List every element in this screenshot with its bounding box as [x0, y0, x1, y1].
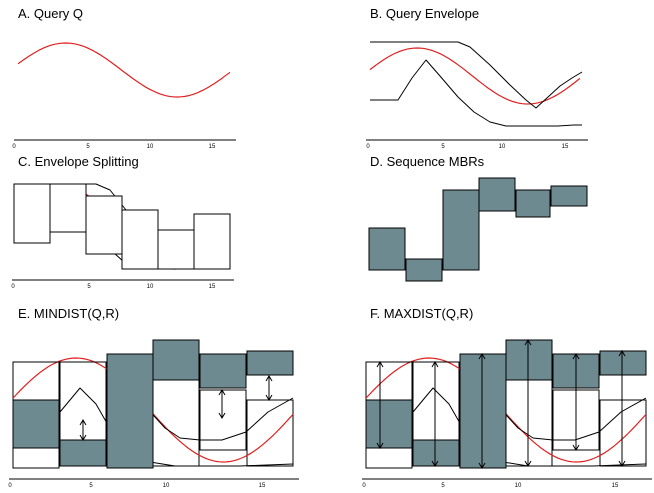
- panel-c-mbr-1: [13, 183, 51, 244]
- panel-f-sequence-mbr-6: [599, 350, 647, 376]
- panel-a-tick-15: 15: [209, 144, 216, 150]
- panel-f-maxdist-arrow-3-head-bottom: [478, 462, 486, 469]
- panel-f-maxdist-arrow-5-head-top: [572, 353, 580, 360]
- panel-e-sequence-mbr-5: [199, 353, 247, 389]
- panel-f-title: F. MAXDIST(Q,R): [370, 306, 474, 321]
- panel-e-sequence-mbr-6: [246, 350, 294, 376]
- panel-a-tick-0: 0: [12, 144, 16, 150]
- panel-b-tick-0: 0: [366, 144, 370, 150]
- panel-e-sequence-mbr-3: [106, 353, 154, 469]
- panel-c-mbr-3: [85, 195, 123, 255]
- panel-c-tick-0: 0: [11, 284, 15, 290]
- panel-e-sequence-mbr-2: [59, 439, 107, 467]
- panel-d-mbr-5: [515, 189, 551, 218]
- panel-c-tick-10: 10: [147, 284, 154, 290]
- panel-b-title: B. Query Envelope: [370, 6, 480, 21]
- panel-e-tick-10: 10: [163, 483, 170, 489]
- panel-f-maxdist-arrow-3-head-top: [478, 353, 486, 360]
- panel-f-query-box-5: [599, 399, 647, 467]
- panel-d-mbr-4: [478, 177, 516, 212]
- panel-f-maxdist-arrow-1-head-top: [376, 361, 384, 368]
- panel-f-tick-10: 10: [515, 483, 522, 489]
- panel-f-tick-15: 15: [612, 483, 619, 489]
- panel-f-sequence-mbr-2: [412, 439, 460, 467]
- panel-f-maxdist-arrow-2-head-bottom: [431, 460, 439, 467]
- panel-e-mindist-arrow-3-head-bottom: [265, 394, 273, 401]
- panel-c-mbr-5: [157, 229, 195, 270]
- panel-b-tick-10: 10: [499, 144, 506, 150]
- panel-c-tick-5: 5: [87, 284, 91, 290]
- panel-f-maxdist-arrow-4-head-top: [524, 339, 532, 346]
- panel-d-mbr-2: [405, 258, 443, 282]
- panel-e-mindist-arrow-2-head-bottom: [218, 412, 226, 419]
- panel-f-tick-5: 5: [441, 483, 445, 489]
- panel-e-query-box-5: [246, 399, 294, 467]
- panel-f-maxdist-arrow-6-head-top: [618, 350, 626, 357]
- panel-c-mbr-2: [49, 183, 87, 233]
- panel-e-sequence-mbr-4: [152, 339, 200, 381]
- panel-f-maxdist-arrow-4-head-bottom: [524, 460, 532, 467]
- panel-d-mbr-1: [368, 227, 406, 271]
- panel-f-tick-0: 0: [362, 483, 366, 489]
- panel-e-sequence-mbr-1: [12, 399, 60, 449]
- panel-a-query-curve: [17, 42, 231, 98]
- panel-f-sequence-mbr-1: [365, 399, 413, 449]
- panel-e-mindist-arrow-1-head-bottom: [79, 434, 87, 441]
- panel-b-query-curve: [369, 47, 581, 105]
- panel-e-mindist-arrow-2-head-top: [218, 389, 226, 396]
- panel-d-mbr-3: [442, 189, 480, 271]
- panel-b-upper-envelope: [370, 41, 583, 109]
- panel-a-tick-10: 10: [147, 144, 154, 150]
- panel-f-sequence-mbr-3: [459, 353, 507, 469]
- panel-a-title: A. Query Q: [18, 6, 84, 21]
- panel-f-maxdist-arrow-5-head-bottom: [572, 444, 580, 451]
- panel-d-title: D. Sequence MBRs: [370, 154, 485, 169]
- panel-e-mindist-arrow-3-head-top: [265, 375, 273, 382]
- panel-e-title: E. MINDIST(Q,R): [18, 306, 120, 321]
- panel-e-mindist-arrow-1-head-top: [79, 419, 87, 426]
- panel-a-tick-5: 5: [86, 144, 90, 150]
- panel-c-tick-15: 15: [209, 284, 216, 290]
- panel-e-query-box-4: [199, 389, 247, 451]
- panel-c-mbr-4: [121, 209, 159, 270]
- panel-f-maxdist-arrow-6-head-bottom: [618, 460, 626, 467]
- panel-e-tick-15: 15: [259, 483, 266, 489]
- panel-f-query-box-2: [412, 361, 460, 441]
- panel-b-lower-envelope: [370, 59, 582, 127]
- panel-e-tick-5: 5: [89, 483, 93, 489]
- panel-b-tick-15: 15: [562, 144, 569, 150]
- panel-f-sequence-mbr-4: [505, 339, 553, 381]
- panel-c-mbr-6: [193, 213, 231, 270]
- panel-f-maxdist-arrow-2-head-top: [431, 361, 439, 368]
- panel-f-maxdist-arrow-1-head-bottom: [376, 442, 384, 449]
- panel-d-mbr-6: [550, 185, 588, 207]
- panel-b-tick-5: 5: [441, 144, 445, 150]
- panel-c-title: C. Envelope Splitting: [18, 154, 139, 169]
- panel-e-tick-0: 0: [8, 483, 12, 489]
